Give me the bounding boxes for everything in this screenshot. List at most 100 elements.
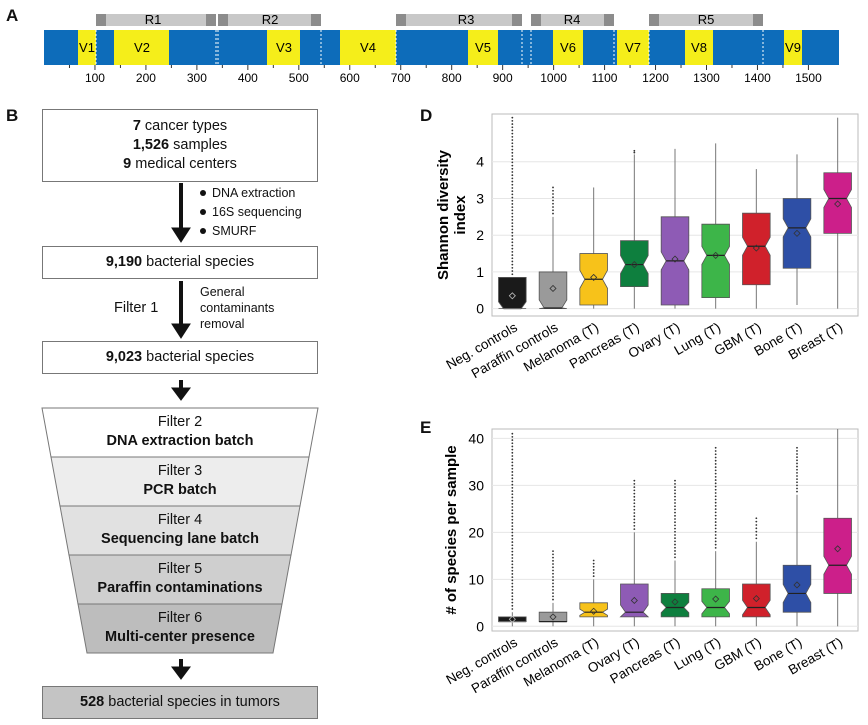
outlier-point (755, 534, 758, 536)
cohort-box: 7 cancer types 1,526 samples 9 medical c… (42, 109, 318, 182)
outlier-point (511, 167, 514, 170)
outlier-point (511, 582, 514, 585)
iqr-box (782, 564, 812, 613)
outlier-point (674, 553, 676, 556)
outlier-point (511, 196, 514, 199)
outlier-point (511, 547, 514, 550)
arrow-down-icon (171, 387, 191, 401)
outlier-point (511, 439, 514, 441)
filter1-desc-line: General (200, 285, 245, 299)
outlier-point (714, 456, 717, 459)
outlier-point (511, 199, 514, 202)
outlier-point (796, 475, 798, 477)
cancer-types-count: 7 (132, 118, 141, 134)
outlier-point (714, 530, 717, 533)
region-r2-label: R2 (262, 12, 279, 27)
arrow-down-icon (171, 323, 191, 339)
filter1-description: General contaminants removal (200, 284, 274, 332)
v4-region (340, 30, 396, 65)
outlier-point (796, 490, 798, 493)
outlier-point (511, 148, 514, 151)
box-ovary-t (660, 148, 690, 309)
outlier-point (511, 455, 514, 457)
tick-label: 500 (289, 71, 309, 85)
filter4-title: Filter 4 (157, 512, 203, 528)
panel-label-e: E (420, 418, 432, 437)
outlier-point (511, 499, 514, 502)
outlier-point (511, 493, 514, 496)
filter1-desc-line: contaminants (200, 301, 275, 315)
outlier-point (552, 553, 554, 556)
outlier-point (511, 263, 514, 266)
outlier-point (511, 560, 514, 563)
outlier-point (511, 544, 514, 547)
outlier-point (511, 522, 514, 524)
outlier-point (592, 562, 595, 565)
v8-region (685, 30, 713, 65)
outlier-point (511, 502, 514, 505)
region-r3-bar (396, 14, 522, 26)
outlier-point (511, 483, 514, 486)
outlier-point (511, 490, 514, 492)
box-melanoma-t (579, 559, 608, 627)
tick-label: 100 (85, 71, 105, 85)
box-breast-t (823, 429, 852, 627)
outlier-point (674, 505, 676, 508)
outlier-point (511, 244, 514, 247)
outlier-point (552, 189, 554, 192)
region-r2-bar (218, 14, 321, 26)
species-9023-text: bacterial species (142, 349, 255, 365)
mean-marker (752, 244, 760, 252)
gene-map: R1 R2 R3 R4 R5 V1 V2 V3 V4 V5 V6 V7 V8 V… (44, 12, 839, 85)
outlier-point (592, 572, 595, 574)
filter1-desc-line: removal (200, 317, 245, 331)
outlier-point (674, 537, 676, 540)
outlier-point (511, 432, 514, 435)
tick-label: 1200 (642, 71, 669, 85)
outlier-point (714, 543, 717, 546)
outlier-point (511, 471, 514, 473)
y-tick-label: 20 (468, 524, 484, 540)
region-r5-bar (649, 14, 763, 26)
outlier-point (796, 471, 798, 474)
outlier-point (511, 563, 514, 566)
box-pancreas-t (660, 479, 690, 627)
outlier-point (552, 579, 554, 582)
final-species-count: 528 (80, 694, 105, 710)
outlier-point (511, 219, 514, 221)
outlier-point (674, 508, 676, 511)
outlier-point (511, 139, 514, 141)
outlier-point (592, 569, 595, 571)
outlier-point (511, 448, 514, 451)
outlier-point (714, 521, 717, 523)
outlier-point (552, 550, 554, 553)
filter6-trapezoid (77, 603, 283, 654)
panel-label-b: B (6, 106, 19, 125)
region-boundaries (95, 30, 764, 65)
mean-marker (508, 615, 516, 623)
tick-label: 400 (238, 71, 258, 85)
outlier-point (674, 495, 676, 498)
box-neg-controls (498, 116, 527, 310)
outlier-point (796, 459, 798, 462)
mean-marker (508, 292, 516, 300)
outlier-point (633, 518, 636, 521)
mean-marker (793, 581, 801, 589)
gene-axis-ticks: 100 200 300 400 500 600 700 800 900 1000 1100 1200 1… (68, 65, 822, 85)
y-axis-label: Shannon diversityindex (435, 149, 469, 280)
samples-text: samples (169, 137, 228, 153)
mean-marker (752, 595, 760, 603)
outlier-point (511, 550, 514, 553)
outlier-point (511, 164, 514, 167)
outlier-point (511, 467, 514, 470)
region-r1-bar (96, 14, 216, 26)
outlier-point (714, 527, 717, 530)
outlier-point (511, 604, 514, 607)
outlier-point (796, 484, 798, 487)
outlier-point (511, 238, 514, 240)
iqr-box (619, 583, 650, 618)
iqr-box (579, 602, 608, 618)
outlier-point (511, 557, 514, 559)
outlier-point (796, 465, 798, 468)
